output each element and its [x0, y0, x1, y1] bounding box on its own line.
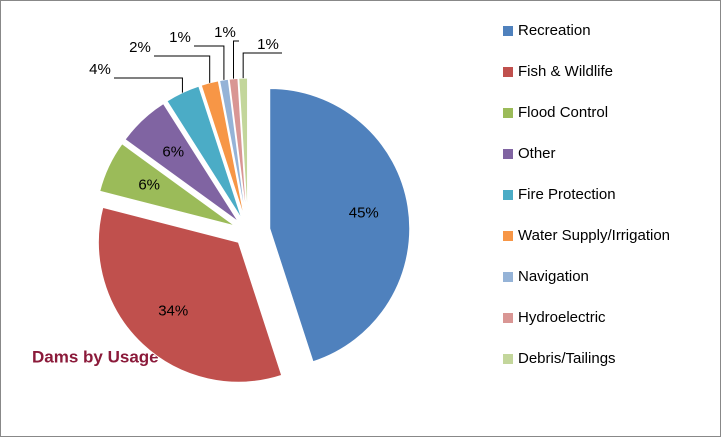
- pie-slice: [97, 206, 283, 383]
- legend-swatch: [503, 313, 513, 323]
- legend-swatch: [503, 108, 513, 118]
- chart-title: Dams by Usage: [32, 347, 159, 366]
- data-label: 34%: [158, 303, 188, 320]
- data-label: 45%: [349, 205, 379, 222]
- pie-slice: [238, 77, 249, 219]
- legend-swatch: [503, 149, 513, 159]
- data-label: 6%: [138, 176, 160, 193]
- legend-label: Fire Protection: [518, 186, 616, 203]
- leader-line: [233, 40, 239, 79]
- leader-line: [242, 52, 282, 79]
- legend-swatch: [503, 26, 513, 36]
- pie-slice: [124, 102, 239, 223]
- legend-label: Recreation: [518, 22, 591, 39]
- pie-slice: [99, 143, 236, 227]
- data-label: 4%: [89, 61, 111, 78]
- legend-swatch: [503, 354, 513, 364]
- legend-label: Water Supply/Irrigation: [518, 227, 670, 244]
- legend-swatch: [503, 67, 513, 77]
- legend-label: Debris/Tailings: [518, 350, 616, 367]
- pie-slice: [269, 88, 411, 363]
- pie-slice: [166, 85, 243, 220]
- pie-slice: [228, 77, 248, 219]
- data-label: 1%: [169, 29, 191, 46]
- legend-label: Hydroelectric: [518, 309, 606, 326]
- data-label: 6%: [162, 143, 184, 160]
- leader-line: [114, 77, 183, 93]
- legend-label: Fish & Wildlife: [518, 63, 613, 80]
- leader-line: [194, 45, 225, 80]
- legend-swatch: [503, 190, 513, 200]
- legend-swatch: [503, 272, 513, 282]
- legend-swatch: [503, 231, 513, 241]
- legend-label: Other: [518, 145, 556, 162]
- legend-label: Flood Control: [518, 104, 608, 121]
- leader-line: [154, 55, 211, 83]
- data-label: 1%: [257, 36, 279, 53]
- data-label: 1%: [214, 24, 236, 41]
- data-label: 2%: [129, 39, 151, 56]
- legend-label: Navigation: [518, 268, 589, 285]
